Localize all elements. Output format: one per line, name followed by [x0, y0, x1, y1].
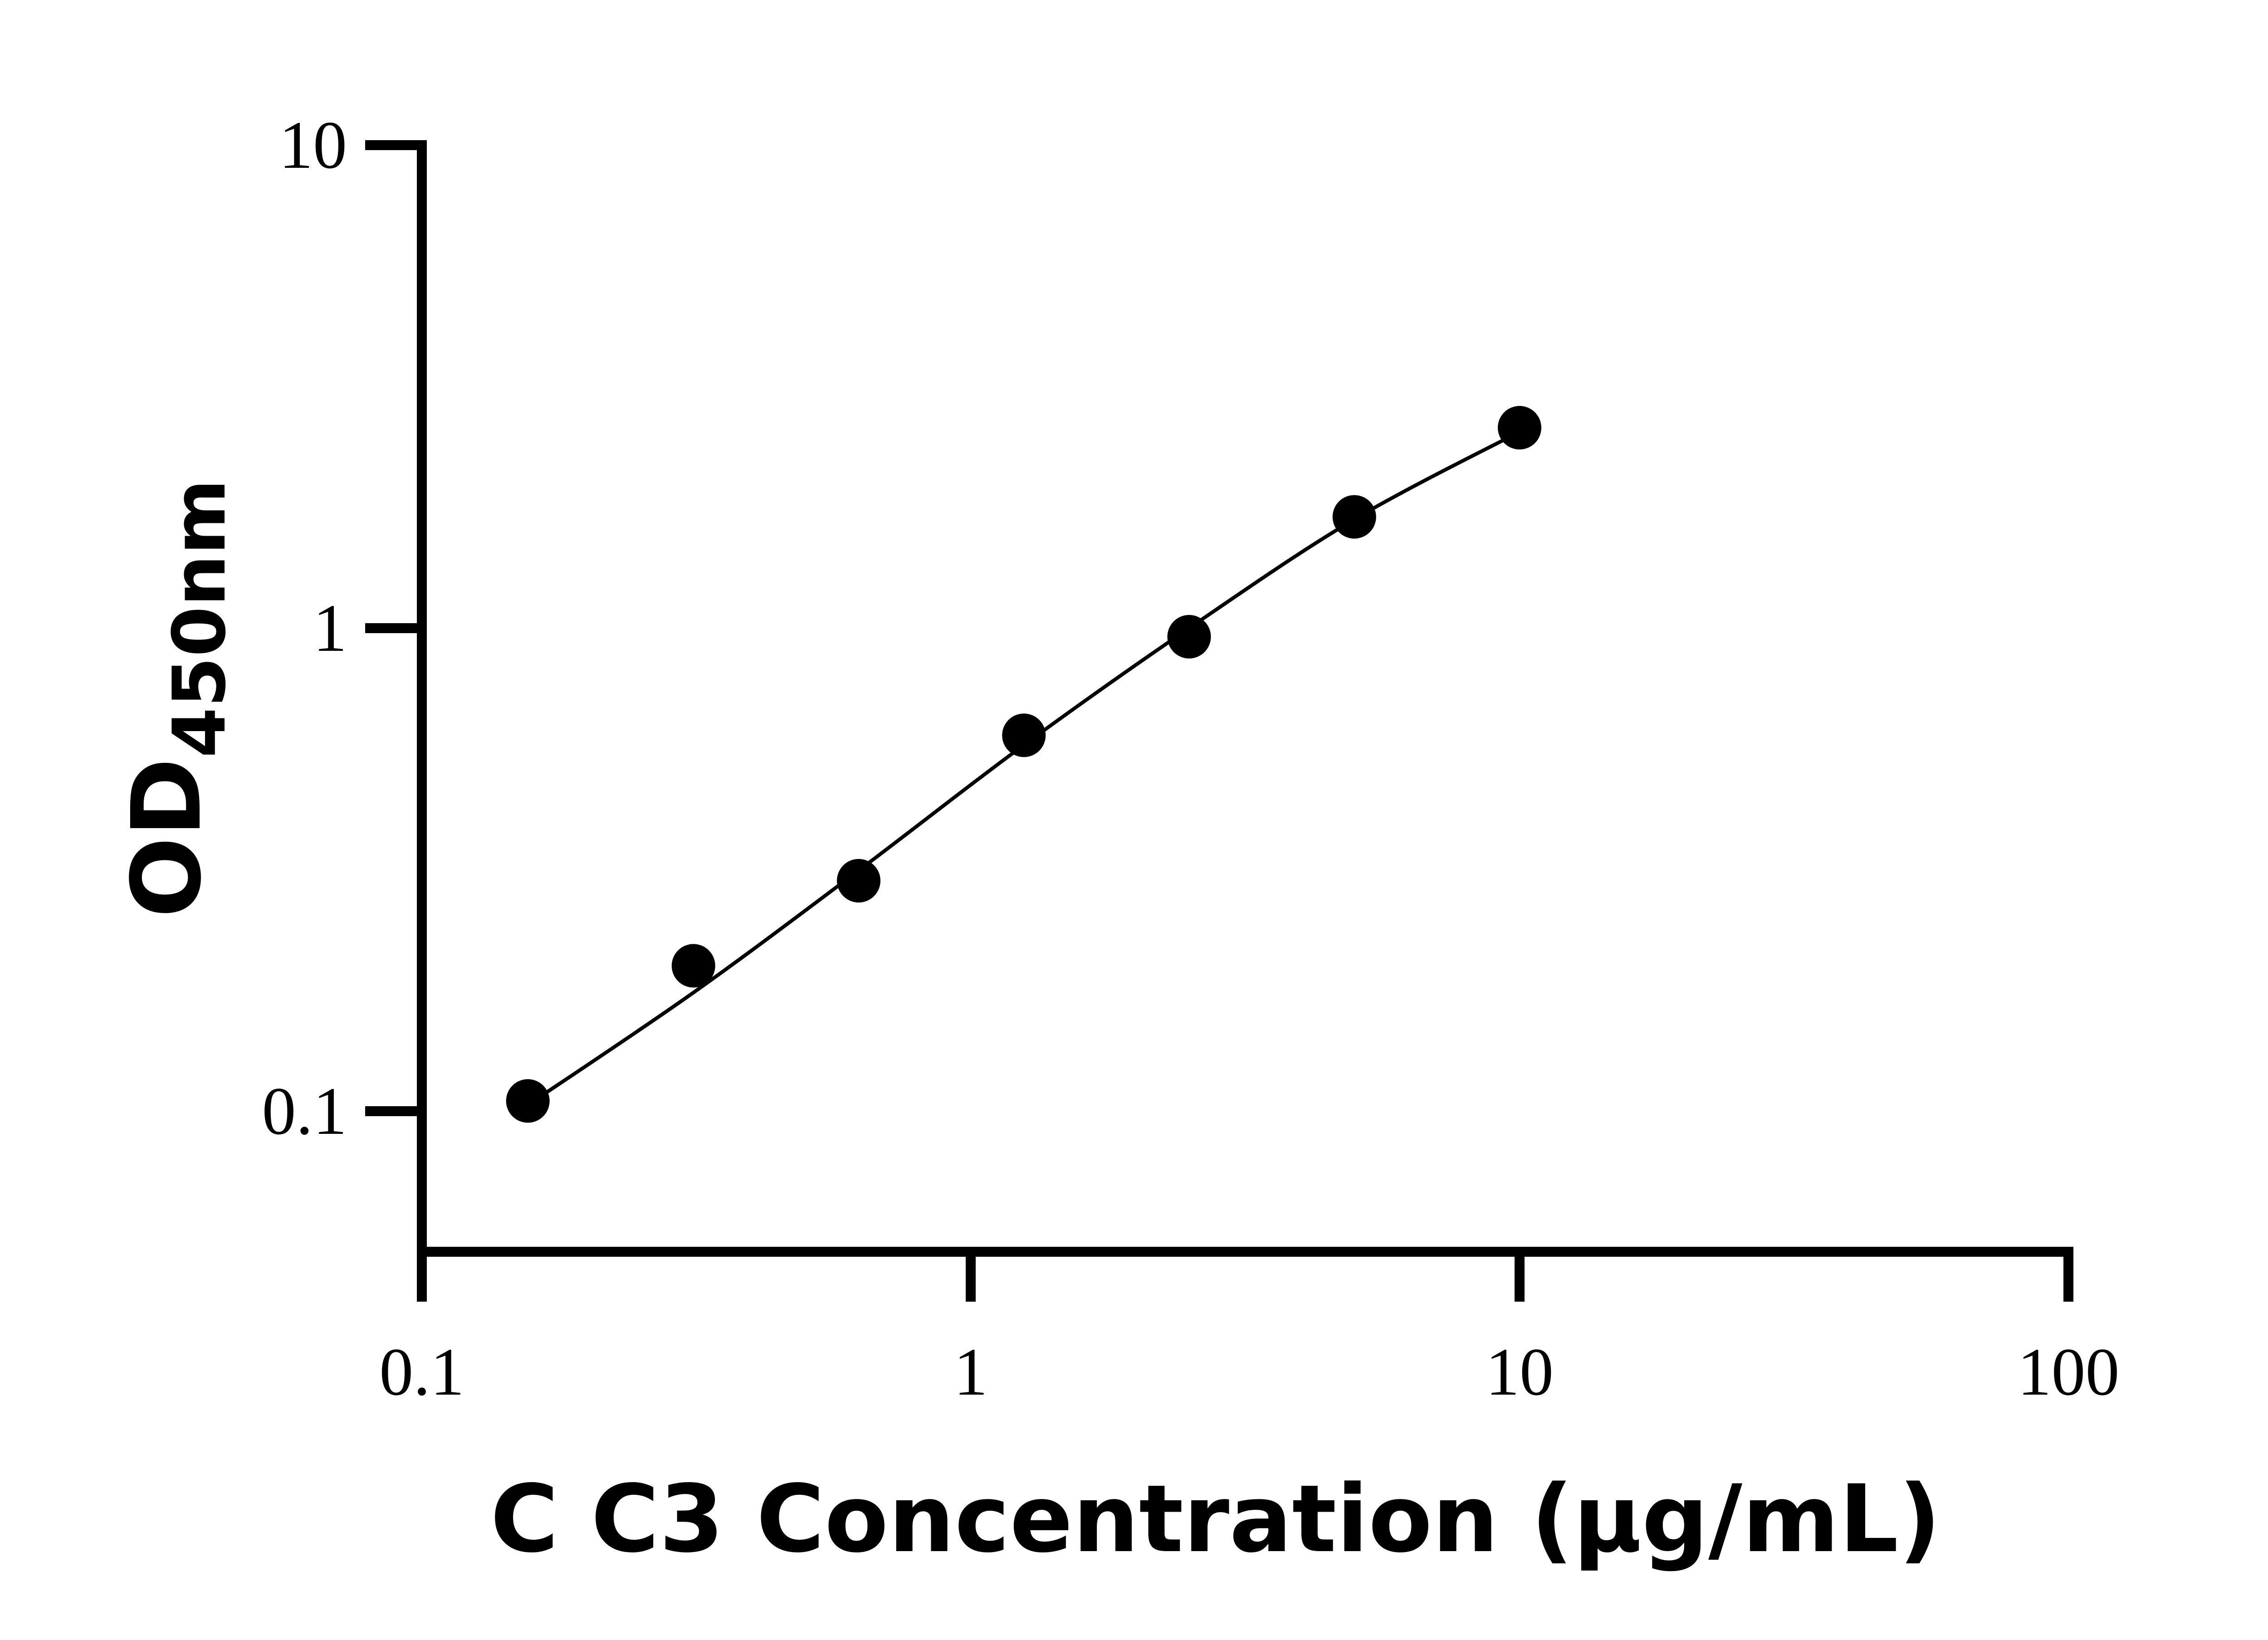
- data-point: [1498, 406, 1541, 450]
- x-tick-label: 1: [954, 1334, 988, 1410]
- x-ticks: 0.1 1 10 100: [379, 1252, 2120, 1410]
- data-point: [1332, 495, 1376, 539]
- y-axis-title-main: OD: [111, 758, 222, 918]
- axes: [417, 140, 2073, 1257]
- x-tick-label: 100: [2018, 1334, 2120, 1410]
- y-axis-title-subscript: 450nm: [157, 479, 242, 758]
- y-axis-title: OD450nm: [111, 479, 242, 918]
- x-tick-label: 0.1: [379, 1334, 464, 1410]
- x-tick-label: 10: [1486, 1334, 1554, 1410]
- data-point: [1002, 713, 1046, 757]
- data-point: [506, 1079, 550, 1123]
- data-point: [671, 944, 715, 988]
- fit-curve: [527, 430, 1520, 1107]
- x-axis-title: C C3 Concentration (μg/mL): [490, 1465, 1941, 1573]
- data-point: [837, 859, 881, 903]
- y-tick-label: 10: [279, 107, 347, 183]
- data-point: [1167, 615, 1211, 659]
- y-tick-label: 1: [313, 591, 347, 666]
- data-points: [506, 406, 1541, 1123]
- y-ticks: 0.1 1 10: [262, 107, 422, 1149]
- y-tick-label: 0.1: [262, 1074, 347, 1149]
